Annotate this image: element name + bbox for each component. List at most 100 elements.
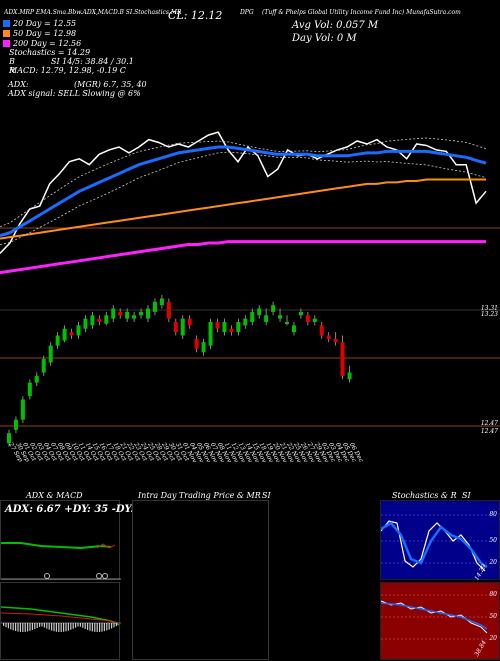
- macd-histogram-bar: [58, 623, 60, 632]
- price-axis-bottom-2: 12.47: [480, 428, 498, 435]
- adx-macd-title: ADX & MACD: [26, 491, 83, 500]
- close-price-label: CL: 12.12: [168, 9, 223, 22]
- avg-volume-label: Avg Vol: 0.057 M: [292, 20, 379, 31]
- intraday-title: Intra Day Trading Price & MR: [138, 491, 261, 500]
- macd-histogram-bar: [84, 623, 86, 629]
- macd-histogram-bar: [24, 623, 26, 632]
- macd-row: R: [3, 66, 134, 75]
- candle-body: [201, 342, 206, 353]
- macd-histogram-bar: [103, 623, 105, 632]
- si-row: B SI 14/5: 38.84 / 30.1: [3, 57, 134, 66]
- rsi-lines: [381, 594, 489, 640]
- candle-body: [69, 332, 74, 336]
- b-label: B: [9, 57, 15, 66]
- lower-band-line: [0, 151, 487, 245]
- macd-histogram-bar: [39, 623, 41, 627]
- intraday-panel: [132, 500, 269, 660]
- adx-dx-line: [1, 542, 112, 550]
- macd-histogram-bar: [41, 623, 43, 627]
- candle-body: [62, 328, 67, 341]
- macd-histogram-bar: [53, 623, 55, 632]
- macd-histogram-bar: [115, 623, 117, 627]
- price-axis-bottom-1: 12.47: [480, 420, 498, 427]
- price-axis-top-2: 13.23: [480, 311, 498, 318]
- macd-histogram-bar: [99, 623, 101, 632]
- candle-body: [166, 301, 171, 319]
- candle-body: [194, 338, 199, 349]
- legend: 20 Day = 12.55 50 Day = 12.98 200 Day = …: [3, 18, 134, 75]
- adx-readout: ADX: 6.67 +DY: 35 -DY: 40: [5, 504, 152, 515]
- macd-histogram-bar: [70, 623, 72, 630]
- sma200-label: 200 Day = 12.56: [13, 38, 82, 48]
- candle-body: [298, 311, 303, 316]
- adx-lines: [1, 542, 121, 580]
- day-volume-label: Day Vol: 0 M: [292, 33, 357, 44]
- candle-body: [125, 311, 130, 319]
- si-label: SI 14/5: 38.84 / 30.1: [51, 57, 134, 66]
- candle-body: [215, 322, 220, 329]
- candle-body: [271, 305, 276, 312]
- macd-histogram-bar: [63, 623, 65, 632]
- macd-histogram-bar: [15, 623, 17, 632]
- candle-body: [118, 311, 123, 316]
- moving-average-chart: [0, 131, 500, 275]
- macd-histogram-bar: [75, 623, 77, 628]
- series-line-20-day: [0, 145, 487, 238]
- stoch-axis-20: 20: [489, 559, 497, 566]
- candle-body: [55, 335, 60, 346]
- macd-histogram-bar: [29, 623, 31, 631]
- candle-body: [90, 315, 95, 326]
- adx-marker: [96, 573, 102, 579]
- macd-histogram-bar: [113, 623, 115, 628]
- series-line-200-day: [0, 240, 486, 275]
- candle-body: [41, 359, 46, 373]
- candle-body: [250, 311, 255, 322]
- ticker-label: DPG: [240, 9, 254, 16]
- candle-body: [13, 419, 18, 430]
- candle-body: [180, 318, 185, 336]
- legend-sma20: 20 Day = 12.55: [3, 18, 134, 28]
- stoch-si: SI: [462, 491, 471, 500]
- candle-body: [34, 375, 39, 383]
- candle-body: [264, 315, 269, 322]
- stoch-title: Stochastics & R: [392, 491, 457, 500]
- macd-histogram-bar: [108, 623, 110, 630]
- rsi-axis-20: 20: [489, 635, 497, 642]
- rsi-axis-80: 80: [489, 591, 497, 598]
- stoch-d-line: [381, 521, 488, 569]
- candle-body: [285, 322, 289, 324]
- macd-histogram-bar: [67, 623, 69, 631]
- adx-signal: ADX signal: SELL Slowing @ 6%: [8, 89, 141, 98]
- candle-body: [229, 328, 234, 333]
- candle-body: [146, 308, 150, 319]
- macd-histogram-bar: [72, 623, 74, 629]
- macd-histogram-bar: [22, 623, 24, 632]
- stochastics-panel: 80 50 20 14.29: [380, 500, 500, 582]
- macd-panel: [0, 582, 121, 660]
- macd-histogram-bar: [12, 623, 14, 631]
- candle-body: [319, 325, 324, 336]
- adx-marker: [102, 573, 108, 579]
- macd-histogram-bar: [87, 623, 89, 630]
- stoch-k-line: [381, 520, 486, 572]
- stochastics-label: Stochastics = 14.29: [9, 48, 91, 57]
- sma50-swatch: [3, 29, 10, 37]
- mr-line: [381, 602, 488, 630]
- macd-histogram-bar: [77, 623, 79, 627]
- macd-histogram-bar: [48, 623, 50, 630]
- legend-sma50: 50 Day = 12.98: [3, 28, 134, 38]
- candle-body: [340, 342, 345, 376]
- macd-label: MACD: 12.79, 12.98, -0.19 C: [9, 66, 126, 75]
- candlestick-chart: [0, 295, 500, 447]
- stoch-axis-80: 80: [489, 511, 497, 518]
- macd-histogram-bar: [10, 623, 12, 630]
- adx-neg-line: [96, 543, 116, 549]
- macd-lines: [1, 606, 121, 632]
- macd-histogram-bar: [7, 623, 9, 629]
- candle-body: [305, 315, 310, 322]
- adx-line-label: ADX:: [8, 80, 29, 89]
- candle-body: [222, 322, 227, 333]
- candle-body: [7, 433, 11, 444]
- candle-body: [97, 318, 102, 322]
